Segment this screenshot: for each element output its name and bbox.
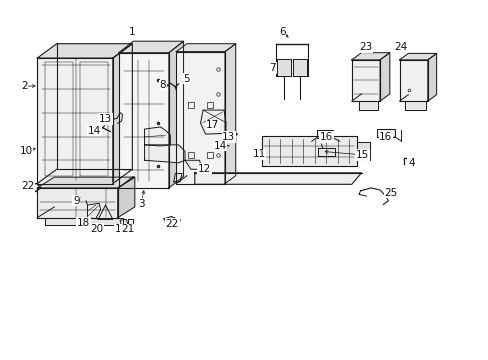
Text: 14: 14 [87,126,101,135]
Polygon shape [399,60,427,101]
Polygon shape [427,53,436,101]
Polygon shape [379,53,389,101]
Polygon shape [44,218,122,225]
Polygon shape [37,44,132,58]
Polygon shape [120,220,128,227]
Text: 1: 1 [129,27,135,37]
Text: 3: 3 [138,199,144,209]
Text: 22: 22 [165,219,179,229]
Text: 12: 12 [198,163,211,174]
Text: 10: 10 [20,145,33,156]
Polygon shape [176,44,235,51]
Polygon shape [37,177,135,188]
Polygon shape [358,101,377,110]
Polygon shape [277,59,290,76]
Text: 8: 8 [159,80,165,90]
Polygon shape [37,188,118,218]
Polygon shape [119,53,168,188]
Text: 13: 13 [99,114,112,124]
Polygon shape [356,141,369,160]
Text: 16: 16 [319,132,332,142]
Polygon shape [200,110,225,134]
Text: 24: 24 [393,42,407,52]
Polygon shape [119,41,183,53]
Polygon shape [168,41,183,188]
Polygon shape [293,59,306,76]
Text: 19: 19 [115,225,128,234]
Polygon shape [351,60,379,101]
Polygon shape [128,220,133,228]
Polygon shape [316,130,332,138]
Text: 15: 15 [355,150,368,160]
Polygon shape [37,58,113,184]
Polygon shape [98,205,113,220]
Text: 9: 9 [73,196,80,206]
Text: 25: 25 [384,188,397,198]
Polygon shape [173,174,182,182]
Text: 23: 23 [358,42,371,52]
Polygon shape [317,148,334,156]
Text: 2: 2 [21,81,27,91]
Text: 22: 22 [21,181,34,192]
Polygon shape [376,129,394,137]
Polygon shape [113,44,132,184]
Text: 11: 11 [252,149,265,159]
Text: 5: 5 [183,74,190,84]
Polygon shape [176,51,224,184]
Text: 13: 13 [222,132,235,142]
Polygon shape [118,177,135,218]
Text: 21: 21 [121,225,134,234]
Text: 6: 6 [279,27,285,37]
Text: 4: 4 [407,158,414,168]
Text: 14: 14 [213,140,226,150]
Text: 18: 18 [77,218,90,228]
Polygon shape [399,53,436,60]
Polygon shape [261,136,356,166]
Polygon shape [224,44,235,184]
Polygon shape [184,160,201,169]
Text: 16: 16 [379,132,392,142]
Text: 20: 20 [90,224,103,234]
Polygon shape [194,173,361,184]
Polygon shape [144,127,170,146]
Text: 17: 17 [206,121,219,130]
Polygon shape [405,101,426,110]
Polygon shape [351,53,389,60]
Polygon shape [87,203,101,219]
Polygon shape [144,145,184,163]
Text: 7: 7 [269,63,276,73]
